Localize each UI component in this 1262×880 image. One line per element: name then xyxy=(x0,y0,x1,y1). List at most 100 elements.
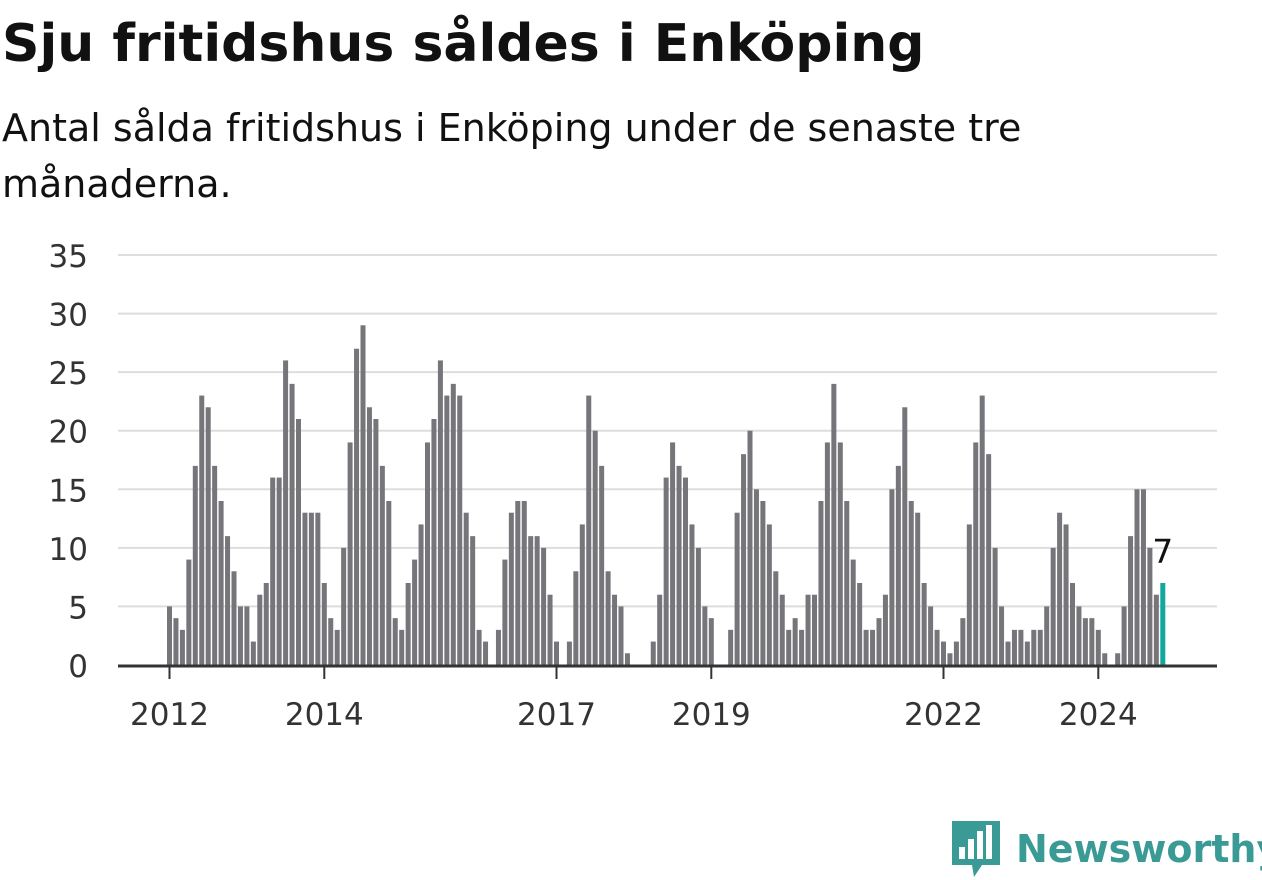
bar xyxy=(328,618,334,665)
bar xyxy=(999,606,1005,665)
bar xyxy=(1037,629,1043,665)
bar xyxy=(695,547,701,665)
bar xyxy=(773,571,779,665)
bar xyxy=(624,653,630,665)
bar xyxy=(747,430,753,665)
bar xyxy=(412,559,418,665)
bar xyxy=(179,629,185,665)
bar xyxy=(947,653,953,665)
bar xyxy=(534,536,540,665)
bar xyxy=(1102,653,1108,665)
bar xyxy=(889,489,895,665)
bar xyxy=(1018,629,1024,665)
bar xyxy=(373,419,379,665)
bar xyxy=(1044,606,1050,665)
bar xyxy=(495,629,501,665)
bar xyxy=(321,583,327,665)
bar xyxy=(805,594,811,665)
bar xyxy=(799,629,805,665)
bar xyxy=(173,618,179,665)
bar xyxy=(541,547,547,665)
y-tick-label: 30 xyxy=(49,298,88,334)
bar xyxy=(1121,606,1127,665)
bar xyxy=(315,512,321,665)
bar xyxy=(1070,583,1075,665)
x-tick-label: 2014 xyxy=(285,697,364,733)
bar xyxy=(225,536,231,665)
bar xyxy=(818,501,824,665)
bar xyxy=(831,383,837,665)
bar xyxy=(753,489,759,665)
x-tick-label: 2022 xyxy=(904,697,983,733)
newsworthy-logo-text: Newsworthy xyxy=(1016,827,1262,871)
y-tick-label: 10 xyxy=(49,532,88,568)
bar xyxy=(186,559,192,665)
bar xyxy=(850,559,856,665)
bar xyxy=(1031,629,1037,665)
chart-title: Sju fritidshus såldes i Enköping xyxy=(2,14,925,74)
bar xyxy=(418,524,424,665)
bar xyxy=(218,501,224,665)
bar xyxy=(1076,606,1082,665)
bar xyxy=(1134,489,1140,665)
bar xyxy=(702,606,708,665)
bar xyxy=(515,501,521,665)
bar xyxy=(934,629,940,665)
bar xyxy=(457,395,463,665)
bar xyxy=(392,618,398,665)
bar xyxy=(902,407,908,665)
bar xyxy=(979,395,985,665)
bar xyxy=(612,594,618,665)
y-tick-label: 5 xyxy=(68,590,88,626)
bar xyxy=(296,419,301,665)
bar xyxy=(354,348,360,665)
bar xyxy=(566,641,572,665)
bar xyxy=(386,501,392,665)
bar xyxy=(1128,536,1134,665)
bar xyxy=(405,583,411,665)
bar xyxy=(283,360,289,665)
x-tick-label: 2019 xyxy=(672,697,751,733)
bar xyxy=(231,571,237,665)
bar xyxy=(766,524,772,665)
bar xyxy=(276,477,282,665)
bar xyxy=(347,442,353,665)
bar xyxy=(870,629,876,665)
x-tick-label: 2024 xyxy=(1059,697,1138,733)
bar xyxy=(921,583,927,665)
newsworthy-logo[interactable]: Newsworthy xyxy=(950,818,1262,880)
bar xyxy=(857,583,863,665)
bar xyxy=(199,395,205,665)
bar xyxy=(1011,629,1017,665)
bar xyxy=(476,629,482,665)
bar xyxy=(470,536,476,665)
newsworthy-logo-icon xyxy=(952,821,1000,877)
y-tick-label: 15 xyxy=(49,473,88,509)
bar xyxy=(689,524,695,665)
bar xyxy=(502,559,508,665)
bar xyxy=(882,594,888,665)
bar xyxy=(657,594,663,665)
bar xyxy=(683,477,688,665)
bar xyxy=(1024,641,1030,665)
bar xyxy=(928,606,934,665)
bar xyxy=(528,536,534,665)
x-tick-label: 2017 xyxy=(517,697,596,733)
bar xyxy=(592,430,598,665)
bar xyxy=(1095,629,1101,665)
bar xyxy=(760,501,766,665)
bar xyxy=(1140,489,1146,665)
highlight-bar xyxy=(1160,583,1166,665)
bar xyxy=(953,641,959,665)
bar xyxy=(341,547,347,665)
bar xyxy=(786,629,792,665)
bar xyxy=(263,583,269,665)
bar xyxy=(308,512,314,665)
bar xyxy=(676,465,682,665)
bar xyxy=(450,383,456,665)
bar xyxy=(547,594,553,665)
bar xyxy=(237,606,243,665)
bar xyxy=(876,618,882,665)
bar xyxy=(863,629,869,665)
